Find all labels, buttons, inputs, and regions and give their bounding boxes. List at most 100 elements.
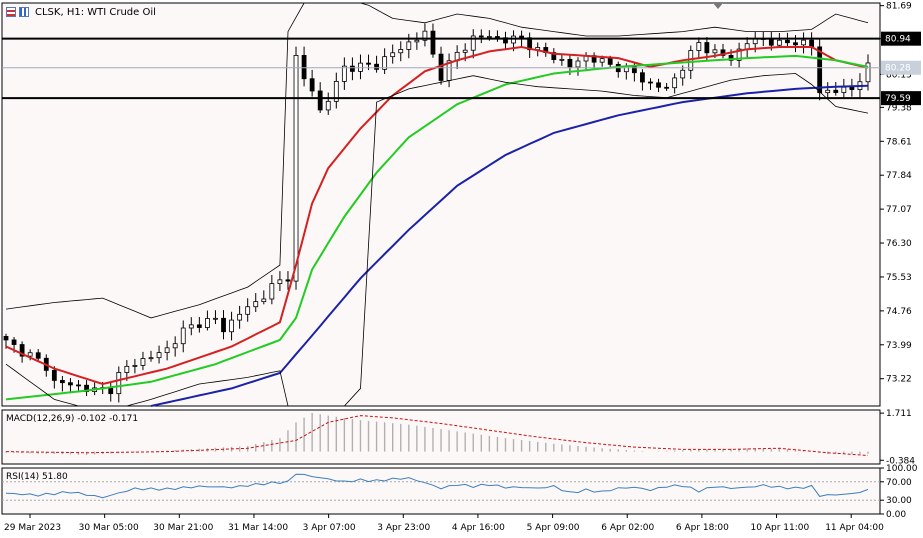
- candle-body: [575, 60, 581, 68]
- rsi-line: [5, 473, 869, 499]
- candle-body: [333, 80, 339, 102]
- candle-body: [607, 58, 613, 65]
- candle-body: [221, 317, 226, 333]
- candle-body: [116, 372, 122, 395]
- candle-body: [696, 42, 702, 51]
- level-badge-label: 79.59: [885, 94, 911, 104]
- rsi-y-tick-label: 30.00: [886, 496, 912, 506]
- candle-body: [237, 313, 243, 321]
- candle-body: [817, 46, 823, 94]
- ma-mid-line: [5, 54, 869, 401]
- price-y-tick-label: 81.69: [886, 2, 912, 12]
- candle-body: [672, 77, 678, 89]
- rsi-y-tick-label: 70.00: [886, 478, 912, 488]
- candle-body: [430, 30, 436, 55]
- x-tick-label: 31 Mar 14:00: [228, 523, 288, 533]
- candle-body: [19, 344, 25, 357]
- candle-body: [59, 380, 65, 384]
- candle-body: [253, 301, 259, 308]
- price-y-axis: 81.69 80.94 80.13 79.38 78.61 77.84 77.07 76.30…: [880, 2, 912, 385]
- level-badge: [881, 91, 921, 106]
- current-price-badge: [881, 60, 921, 75]
- candle-body: [261, 298, 267, 303]
- x-tick-label: 3 Apr 23:00: [377, 523, 430, 533]
- candle-body: [398, 49, 404, 54]
- candle-body: [293, 55, 299, 282]
- price-y-tick-label: 76.30: [886, 239, 912, 249]
- candle-body: [462, 49, 468, 53]
- price-y-tick-label: 78.61: [886, 137, 912, 147]
- candle-body: [164, 347, 170, 354]
- candle-body: [196, 324, 202, 328]
- candle-body: [213, 317, 218, 320]
- candle-body: [301, 55, 307, 80]
- candle-body: [325, 100, 331, 111]
- candle-body: [422, 30, 428, 41]
- shift-arrow-icon[interactable]: [713, 3, 723, 9]
- candle-body: [124, 365, 130, 373]
- candle-body: [631, 65, 637, 74]
- candle-body: [406, 41, 412, 50]
- candle-body: [559, 58, 565, 61]
- candle-body: [27, 352, 33, 357]
- chart-title: CLSK, H1: WTI Crude Oil: [35, 6, 156, 18]
- candle-body: [390, 52, 396, 58]
- candle-body: [704, 42, 710, 54]
- price-y-tick-label: 74.76: [886, 307, 912, 317]
- macd-title: MACD(12,26,9) -0.102 -0.171: [6, 414, 138, 424]
- candle-body: [374, 63, 379, 70]
- chart-properties-icon[interactable]: [19, 7, 29, 17]
- x-tick-label: 30 Mar 21:00: [153, 523, 213, 533]
- macd-y-tick-label: -0.384: [886, 456, 915, 466]
- candle-body: [495, 36, 500, 39]
- bollinger-lower-line: [5, 73, 869, 407]
- x-tick-label: 6 Apr 18:00: [676, 523, 729, 533]
- x-tick-label: 11 Apr 04:00: [825, 523, 884, 533]
- rsi-title: RSI(14) 51.80: [6, 472, 68, 482]
- candle-body: [720, 49, 726, 56]
- level-badge: [881, 31, 921, 46]
- candle-body: [478, 35, 484, 38]
- price-y-tick-label: 73.99: [886, 341, 912, 351]
- current-price-label: 80.28: [885, 64, 911, 74]
- candle-body: [551, 52, 557, 60]
- price-y-tick-label: 79.38: [886, 103, 912, 113]
- candle-body: [728, 54, 734, 61]
- candle-body: [849, 86, 855, 90]
- chart-type-icon[interactable]: [6, 7, 16, 17]
- candle-body: [865, 62, 871, 83]
- x-tick-label: 10 Apr 11:00: [751, 523, 810, 533]
- x-tick-label: 6 Apr 02:00: [601, 523, 654, 533]
- candle-body: [172, 343, 178, 349]
- candle-body: [486, 36, 492, 38]
- candle-body: [188, 324, 194, 329]
- candle-body: [277, 279, 283, 285]
- candle-body: [519, 35, 524, 39]
- candle-body: [35, 352, 41, 359]
- candle-body: [736, 48, 742, 61]
- macd-y-tick-label: 1.711: [886, 409, 912, 419]
- rsi-y-tick-label: 100.00: [886, 464, 918, 474]
- price-y-tick-label: 77.84: [886, 171, 912, 181]
- candle-body: [680, 69, 686, 79]
- candle-body: [809, 39, 815, 48]
- candle-body: [156, 352, 162, 359]
- x-tick-label: 5 Apr 09:00: [527, 523, 580, 533]
- candle-body: [76, 384, 81, 387]
- candle-body: [841, 86, 847, 93]
- candle-body: [776, 39, 782, 46]
- price-y-tick-label: 77.07: [886, 205, 912, 215]
- candle-body: [140, 358, 146, 366]
- candle-body: [3, 336, 9, 341]
- price-y-tick-label: 80.13: [886, 70, 912, 80]
- candle-body: [341, 65, 347, 82]
- candle-body: [801, 39, 806, 46]
- candle-body: [414, 39, 420, 43]
- x-tick-label: 29 Mar 2023: [4, 523, 61, 533]
- candle-body: [785, 39, 790, 44]
- candle-body: [205, 318, 210, 328]
- candle-body: [180, 327, 186, 345]
- candle-body: [656, 82, 661, 88]
